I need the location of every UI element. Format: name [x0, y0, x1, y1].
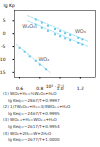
svg-text:WO₂: WO₂ — [38, 56, 49, 62]
svg-text:1.2: 1.2 — [77, 86, 84, 90]
html-text:lg Keq=−2617/T+0.9954: lg Keq=−2617/T+0.9954 — [8, 124, 60, 129]
svg-text:-15: -15 — [0, 70, 6, 75]
html-text:(4) WO₂+2H₂=W+2H₂O: (4) WO₂+2H₂=W+2H₂O — [3, 130, 52, 136]
svg-text:-5: -5 — [1, 44, 6, 49]
svg-text:5: 5 — [3, 18, 6, 23]
html-text:(3) WO₂.₉+H₂=WO₂.₅+H₂O: (3) WO₂.₉+H₂=WO₂.₅+H₂O — [3, 117, 57, 123]
html-text:lg Keq=−2867/T+0.9997: lg Keq=−2867/T+0.9997 — [8, 97, 60, 103]
svg-text:-10: -10 — [0, 57, 6, 62]
svg-text:0.8: 0.8 — [36, 86, 43, 90]
svg-text:WO₃: WO₃ — [75, 28, 86, 34]
svg-text:0.6: 0.6 — [16, 86, 23, 90]
html-text:(2) 1/7W₄O₁₁+H₂=3/4WO₂.₅+H₂O: (2) 1/7W₄O₁₁+H₂=3/4WO₂.₅+H₂O — [3, 104, 71, 110]
svg-text:10³ · T⁻¹: 10³ · T⁻¹ — [46, 84, 65, 89]
svg-text:0: 0 — [3, 31, 6, 36]
html-text:(1) WO₃+H₂=½W₂O₅+H₂O: (1) WO₃+H₂=½W₂O₅+H₂O — [3, 91, 57, 96]
html-text:lg Keq=−2467/T+0.9995: lg Keq=−2467/T+0.9995 — [8, 110, 60, 116]
svg-text:W₄O₁₁: W₄O₁₁ — [22, 23, 37, 29]
html-text:lg Keq=−2677/T+1.0000: lg Keq=−2677/T+1.0000 — [8, 137, 60, 143]
svg-text:lg Kp: lg Kp — [4, 3, 15, 8]
